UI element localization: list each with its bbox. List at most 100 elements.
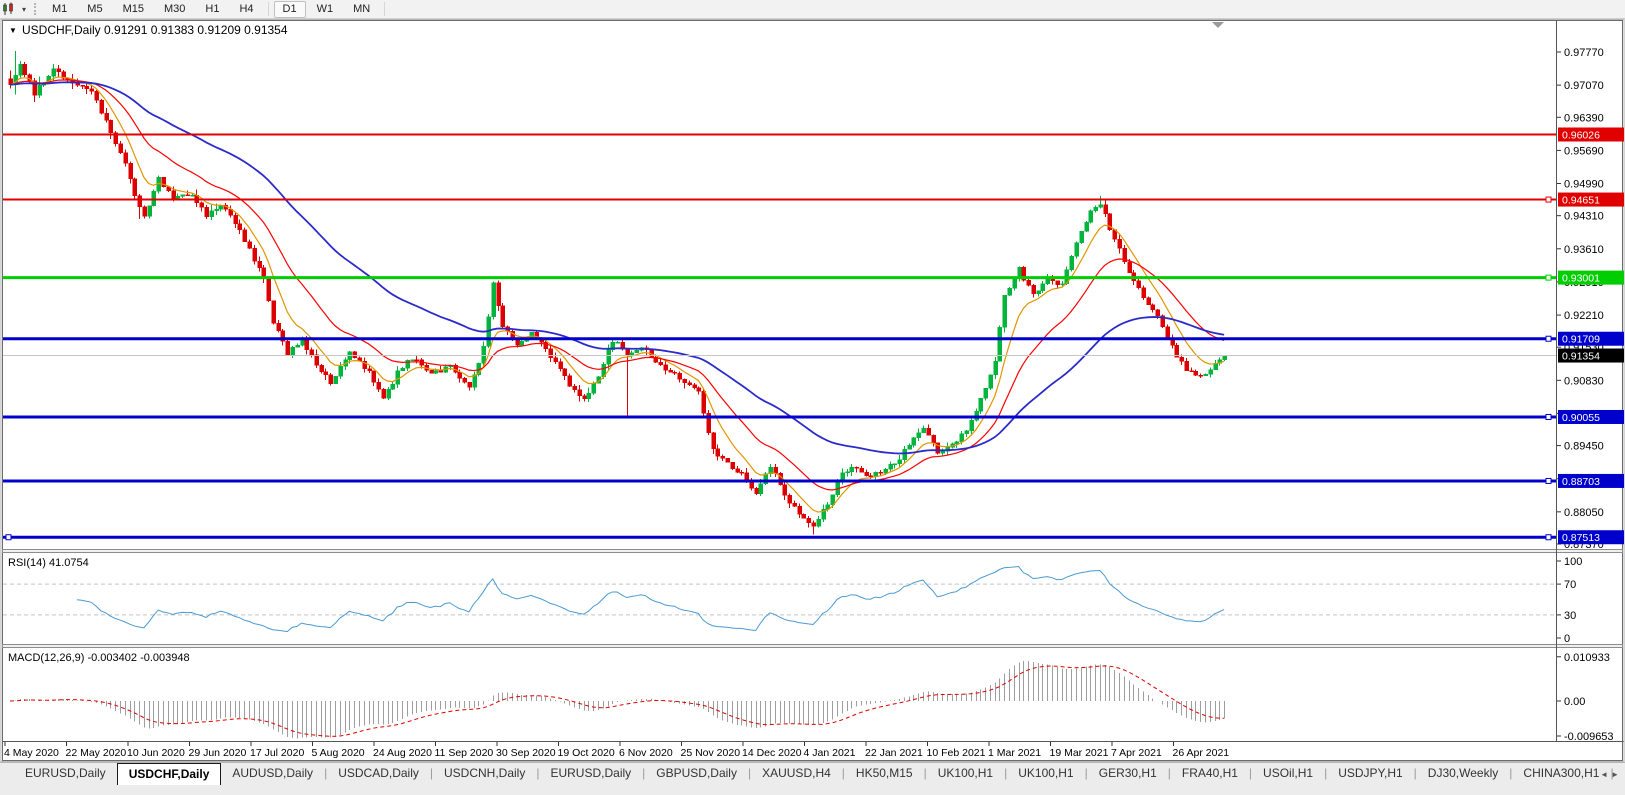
tab-scroll-right-icon[interactable]: ► bbox=[1611, 770, 1622, 779]
timeframe-button-m5[interactable]: M5 bbox=[87, 2, 103, 15]
horizontal-lines bbox=[3, 133, 1556, 541]
macd-tick: -0.009653 bbox=[1564, 731, 1614, 743]
chart-tab-china300h1-16[interactable]: CHINA300,H1 bbox=[1523, 766, 1600, 780]
chart-shift-marker-icon[interactable] bbox=[1212, 22, 1224, 28]
macd-tick: 0.010933 bbox=[1564, 652, 1610, 664]
chart-tab-uk100h1-9[interactable]: UK100,H1 bbox=[937, 766, 994, 780]
timeframe-button-h1[interactable]: H1 bbox=[205, 2, 220, 15]
tab-separator: | bbox=[324, 766, 328, 780]
date-tick: 4 Jan 2021 bbox=[804, 747, 856, 759]
chart-tab-usoilh1-13[interactable]: USOil,H1 bbox=[1263, 766, 1314, 780]
chart-tab-usdcaddaily-3[interactable]: USDCAD,Daily bbox=[338, 766, 419, 780]
price-tick: 0.97070 bbox=[1564, 80, 1604, 92]
price-tick: 0.94310 bbox=[1564, 211, 1604, 223]
date-tick: 25 Nov 2020 bbox=[681, 747, 741, 759]
rsi-label: RSI(14) 41.0754 bbox=[8, 557, 89, 569]
chart-tab-ger30h1-11[interactable]: GER30,H1 bbox=[1098, 766, 1157, 780]
symbol-ohlc-title: USDCHF,Daily 0.91291 0.91383 0.91209 0.9… bbox=[22, 23, 288, 37]
rsi-line bbox=[76, 566, 1225, 633]
tab-separator: | bbox=[1324, 766, 1328, 780]
rsi-tick: 100 bbox=[1564, 556, 1582, 568]
candlestick-glyph bbox=[3, 2, 13, 15]
tab-scroll-arrows[interactable]: ◄► bbox=[1600, 770, 1622, 779]
date-tick: 10 Jun 2020 bbox=[127, 747, 185, 759]
chart-tab-xauusdh4-7[interactable]: XAUUSD,H4 bbox=[762, 766, 831, 780]
chart-tab-fra40h1-12[interactable]: FRA40,H1 bbox=[1181, 766, 1238, 780]
tab-separator: | bbox=[1248, 766, 1253, 780]
tab-separator: | bbox=[536, 766, 540, 780]
chart-tab-eurusddaily-0[interactable]: EURUSD,Daily bbox=[25, 766, 106, 780]
tab-separator: | bbox=[923, 766, 927, 780]
chart-menu-icon: ▼ bbox=[9, 26, 17, 35]
candlestick-chart-icon[interactable] bbox=[0, 1, 18, 17]
panel-divider[interactable] bbox=[2, 644, 1623, 648]
timeframe-button-m1[interactable]: M1 bbox=[52, 2, 68, 15]
chart-title: ▼ USDCHF,Daily 0.91291 0.91383 0.91209 0.… bbox=[9, 23, 288, 37]
chart-tab-dj30weekly-15[interactable]: DJ30,Weekly bbox=[1427, 766, 1499, 780]
price-tick: 0.96390 bbox=[1564, 112, 1604, 124]
chart-type-dropdown-icon[interactable]: ▾ bbox=[21, 4, 26, 14]
timeframe-button-mn[interactable]: MN bbox=[353, 2, 371, 15]
current-price-badge: 0.91354 bbox=[1562, 351, 1600, 363]
date-tick: 29 Jun 2020 bbox=[189, 747, 247, 759]
date-tick: 1 Mar 2021 bbox=[988, 747, 1041, 759]
usdchf-daily-chart[interactable]: 0.97770 0.97070 0.96390 0.95690 0.94990 0.943… bbox=[0, 19, 1625, 762]
price-tick: 0.89450 bbox=[1564, 441, 1604, 453]
timeframe-button-m15[interactable]: M15 bbox=[122, 2, 144, 15]
price-tick: 0.97770 bbox=[1564, 47, 1604, 59]
rsi-tick: 70 bbox=[1564, 579, 1576, 591]
chart-tab-usdjpyh1-14[interactable]: USDJPY,H1 bbox=[1338, 766, 1403, 780]
rsi-tick: 0 bbox=[1564, 633, 1570, 645]
chart-tab-hk50m15-8[interactable]: HK50,M15 bbox=[855, 766, 913, 780]
date-tick: 19 Mar 2021 bbox=[1050, 747, 1109, 759]
chart-tab-audusddaily-2[interactable]: AUDUSD,Daily bbox=[232, 766, 314, 780]
macd-label: MACD(12,26,9) -0.003402 -0.003948 bbox=[8, 652, 190, 664]
price-tick: 0.90830 bbox=[1564, 375, 1604, 387]
chart-border bbox=[2, 20, 1623, 761]
chart-tab-usdchfdaily-1[interactable]: USDCHF,Daily bbox=[116, 763, 222, 785]
tab-separator: | bbox=[642, 766, 646, 780]
price-tick: 0.88050 bbox=[1564, 507, 1604, 519]
toolbar-grip[interactable] bbox=[34, 3, 36, 15]
price-badge-0.93001: 0.93001 bbox=[1562, 273, 1600, 285]
timeframe-button-d1[interactable]: D1 bbox=[273, 0, 306, 18]
chart-tab-gbpusddaily-6[interactable]: GBPUSD,Daily bbox=[656, 766, 737, 780]
chart-tab-usdcnhdaily-4[interactable]: USDCNH,Daily bbox=[444, 766, 526, 780]
date-tick: 26 Apr 2021 bbox=[1173, 747, 1230, 759]
price-badge-0.90055: 0.90055 bbox=[1562, 412, 1600, 424]
price-badge-0.88703: 0.88703 bbox=[1562, 476, 1600, 488]
rsi-panel: RSI(14) 41.0754 100 70 30 0 bbox=[3, 556, 1582, 645]
date-tick: 22 Jan 2021 bbox=[865, 747, 923, 759]
date-tick: 14 Dec 2020 bbox=[742, 747, 802, 759]
timeframe-toolbar: ▾ M1 M5 M15 M30 H1 H4 D1 W1 MN bbox=[0, 0, 1625, 19]
tab-scroll-left-icon[interactable]: ◄ bbox=[1600, 770, 1612, 779]
macd-panel: MACD(12,26,9) -0.003402 -0.003948 0.01093… bbox=[8, 652, 1614, 743]
tab-separator: | bbox=[1610, 766, 1614, 780]
panel-divider[interactable] bbox=[2, 549, 1623, 553]
timeframe-button-w1[interactable]: W1 bbox=[316, 2, 334, 15]
toolbar-separator bbox=[384, 2, 386, 16]
date-tick: 24 Aug 2020 bbox=[373, 747, 432, 759]
price-tick: 0.93610 bbox=[1564, 244, 1604, 256]
chart-tab-uk100h1-10[interactable]: UK100,H1 bbox=[1018, 766, 1074, 780]
candles[interactable] bbox=[8, 51, 1227, 535]
date-tick: 4 May 2020 bbox=[4, 747, 59, 759]
date-tick: 19 Oct 2020 bbox=[558, 747, 615, 759]
tab-separator: | bbox=[1509, 766, 1513, 780]
price-badges: 0.96026 0.94651 0.93001 0.91709 0.90055 0.887… bbox=[1558, 127, 1624, 545]
toolbar-separator bbox=[267, 2, 269, 16]
date-tick: 10 Feb 2021 bbox=[927, 747, 986, 759]
tab-separator: | bbox=[841, 766, 845, 780]
tab-separator: | bbox=[1084, 766, 1088, 780]
timeframe-button-h4[interactable]: H4 bbox=[239, 2, 254, 15]
tab-separator: | bbox=[1167, 766, 1171, 780]
ma-fast-line bbox=[9, 76, 1225, 513]
price-badge-0.87513: 0.87513 bbox=[1562, 532, 1600, 544]
date-tick: 7 Apr 2021 bbox=[1111, 747, 1162, 759]
tab-separator: | bbox=[747, 766, 752, 780]
macd-signal-line bbox=[9, 665, 1225, 737]
timeframe-button-m30[interactable]: M30 bbox=[163, 2, 186, 15]
ma-slow-line bbox=[9, 81, 1225, 455]
chart-tab-eurusddaily-5[interactable]: EURUSD,Daily bbox=[550, 766, 632, 780]
tab-separator: | bbox=[1413, 766, 1417, 780]
